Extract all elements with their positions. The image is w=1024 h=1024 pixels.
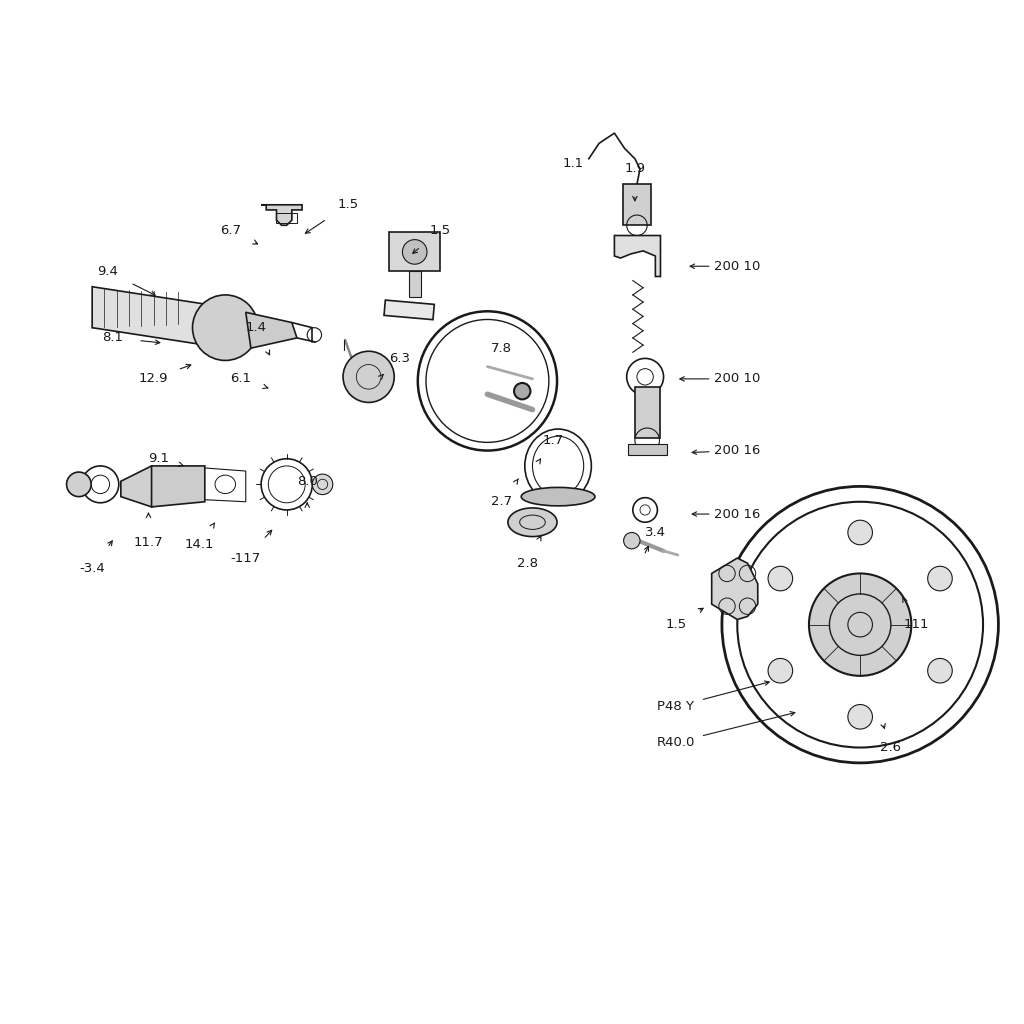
Text: 7.8: 7.8 (492, 342, 512, 354)
Circle shape (193, 295, 258, 360)
Text: 11.7: 11.7 (134, 537, 163, 549)
Text: 200 10: 200 10 (714, 260, 761, 272)
Text: -3.4: -3.4 (79, 562, 105, 574)
Bar (276, 213, 297, 223)
Text: 9.4: 9.4 (97, 265, 118, 278)
Ellipse shape (521, 487, 595, 506)
Text: 111: 111 (904, 618, 929, 631)
Bar (628, 444, 667, 455)
Circle shape (624, 532, 640, 549)
Text: 1.4: 1.4 (246, 322, 266, 334)
Text: 200 16: 200 16 (714, 444, 761, 457)
Text: 1.7: 1.7 (543, 434, 563, 446)
Text: 8.1: 8.1 (102, 332, 123, 344)
Polygon shape (261, 205, 302, 225)
Circle shape (768, 566, 793, 591)
Polygon shape (246, 312, 297, 348)
Text: 12.9: 12.9 (139, 373, 168, 385)
Polygon shape (152, 466, 205, 507)
Text: 6.7: 6.7 (220, 224, 241, 237)
Polygon shape (121, 466, 169, 507)
Ellipse shape (508, 508, 557, 537)
Bar (384, 300, 434, 319)
Circle shape (848, 520, 872, 545)
Polygon shape (712, 558, 758, 620)
Text: 8.0: 8.0 (297, 475, 317, 487)
Text: 2.7: 2.7 (492, 496, 512, 508)
Text: 2.6: 2.6 (881, 741, 901, 754)
Text: 6.1: 6.1 (230, 373, 251, 385)
Text: P48 Y: P48 Y (657, 700, 694, 713)
Text: -117: -117 (230, 552, 261, 564)
Text: 2.8: 2.8 (517, 557, 538, 569)
Text: 1.5: 1.5 (338, 199, 358, 211)
Bar (635, 387, 660, 438)
Circle shape (809, 573, 911, 676)
Text: R40.0: R40.0 (656, 736, 695, 749)
Circle shape (312, 474, 333, 495)
Circle shape (67, 472, 91, 497)
Bar (409, 271, 421, 297)
Circle shape (402, 240, 427, 264)
Circle shape (514, 383, 530, 399)
Text: 200 10: 200 10 (714, 373, 761, 385)
Text: 200 16: 200 16 (714, 508, 761, 520)
Text: 1.9: 1.9 (625, 163, 645, 175)
Polygon shape (614, 236, 660, 276)
Text: 3.4: 3.4 (645, 526, 666, 539)
Polygon shape (92, 287, 225, 348)
Circle shape (343, 351, 394, 402)
Bar (623, 184, 651, 225)
Circle shape (928, 566, 952, 591)
Text: 1.5: 1.5 (430, 224, 451, 237)
Circle shape (848, 705, 872, 729)
Bar (389, 232, 440, 271)
Text: 1.1: 1.1 (563, 158, 584, 170)
Text: 1.5: 1.5 (666, 618, 686, 631)
Circle shape (768, 658, 793, 683)
Text: 9.1: 9.1 (148, 453, 169, 465)
Text: 14.1: 14.1 (185, 539, 214, 551)
Circle shape (928, 658, 952, 683)
Text: 6.3: 6.3 (389, 352, 410, 365)
